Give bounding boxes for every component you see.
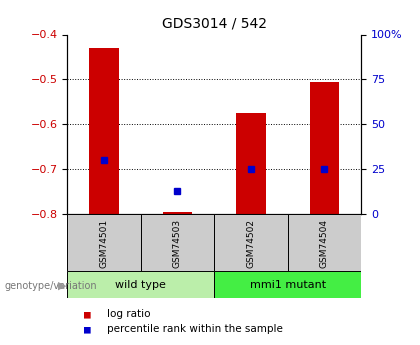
Text: mmi1 mutant: mmi1 mutant [249, 280, 326, 289]
Text: GSM74504: GSM74504 [320, 219, 329, 268]
Text: GSM74501: GSM74501 [100, 219, 108, 268]
Bar [141, 214, 214, 271]
Bar [288, 214, 361, 271]
Bar [163, 212, 192, 214]
Text: ▶: ▶ [58, 281, 66, 290]
Text: GSM74503: GSM74503 [173, 219, 182, 268]
Bar [89, 48, 119, 214]
Text: GSM74502: GSM74502 [247, 219, 255, 268]
Bar [67, 271, 214, 298]
Bar [67, 214, 141, 271]
Text: log ratio: log ratio [107, 309, 151, 319]
Title: GDS3014 / 542: GDS3014 / 542 [162, 17, 267, 31]
Bar [236, 113, 266, 214]
Text: wild type: wild type [115, 280, 166, 289]
Bar [214, 271, 361, 298]
Text: percentile rank within the sample: percentile rank within the sample [107, 325, 283, 334]
Bar [214, 214, 288, 271]
Bar [310, 82, 339, 214]
Text: ■: ■ [84, 309, 91, 319]
Text: ■: ■ [84, 325, 91, 334]
Text: genotype/variation: genotype/variation [4, 281, 97, 290]
